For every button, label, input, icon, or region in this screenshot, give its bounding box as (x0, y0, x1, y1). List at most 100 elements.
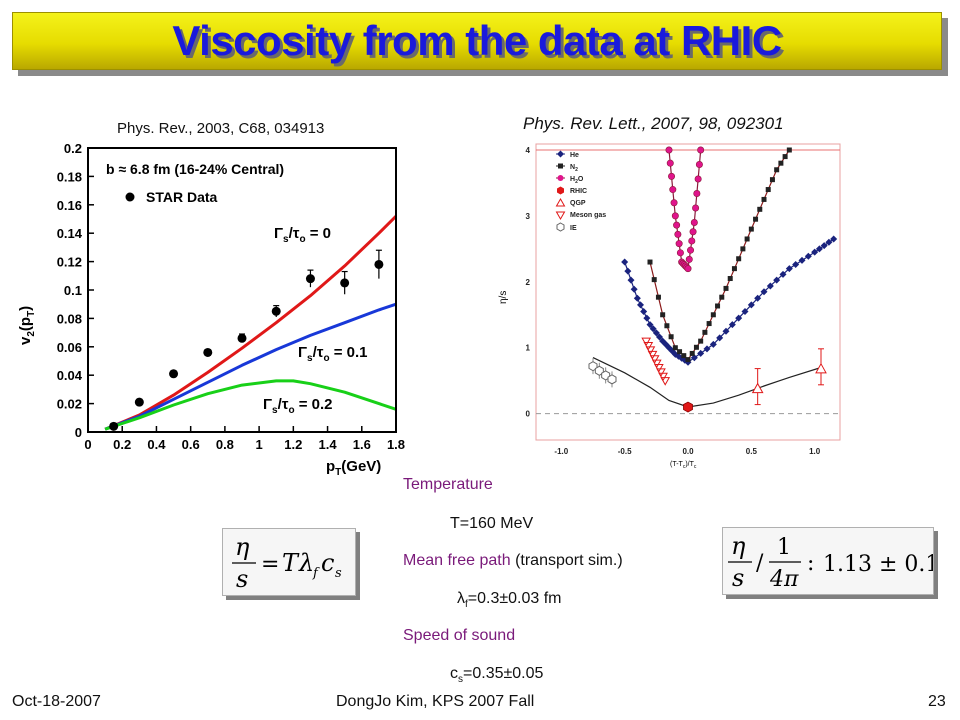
legend-n2: N2 (570, 164, 578, 173)
h2o-point (669, 186, 677, 194)
star-data-point (374, 259, 384, 269)
n2-point (736, 256, 742, 262)
n2-point (786, 147, 792, 153)
left-xtick-label: 0.6 (182, 437, 200, 452)
n2-point (710, 312, 716, 318)
he-point (633, 294, 641, 302)
h2o-point (687, 246, 695, 254)
formula-c: c (321, 549, 334, 577)
legend-he: He (570, 152, 579, 159)
star-data-point (271, 306, 281, 316)
legend-meson-marker (555, 211, 566, 221)
formula-eta: η (235, 533, 250, 561)
h2o-point (694, 175, 702, 183)
formula-r-slash: / (756, 551, 764, 576)
legend-qgp-marker (555, 197, 566, 207)
formula-eta-s: η s = T λ f c s (232, 533, 342, 593)
he-point (804, 252, 812, 260)
meson-gas-point (651, 359, 662, 369)
he-point (798, 256, 806, 264)
left-ytick-label: 0.16 (57, 198, 82, 213)
right-xtick-label: 0.0 (682, 447, 694, 456)
formula-r-value: 1.13 ± 0.18 (823, 552, 933, 577)
right-ytick-label: 1 (526, 344, 531, 353)
h2o-point (685, 255, 693, 263)
left-plot-ylabel: v2(pT) (17, 306, 37, 345)
qgp-point (815, 362, 827, 374)
right-eta-s-plot: -1.0 -0.5 0.0 0.5 1.0 0 1 2 3 4 η/s (T-Tc)/Tc He … (494, 136, 852, 472)
right-xtick-label: 0.5 (746, 447, 758, 456)
formula-r-s: s (732, 564, 744, 592)
formula-kss: η s / 1 4π : 1.13 ± 0.18 (728, 532, 953, 592)
n2-point (706, 321, 712, 327)
h2o-point (665, 146, 673, 154)
formula-box-kss: η s / 1 4π : 1.13 ± 0.18 (722, 527, 953, 595)
he-point (637, 301, 644, 309)
h2o-point (688, 237, 696, 245)
he-point (697, 349, 705, 357)
curve-label-point-one: Γs/τo = 0.1 (298, 344, 368, 364)
right-reference: Phys. Rev. Lett., 2007, 98, 092301 (523, 114, 784, 133)
meson-gas-point (656, 368, 666, 377)
legend-ie-marker (556, 222, 565, 232)
he-point (649, 325, 657, 333)
he-point (741, 307, 749, 315)
temperature-label: Temperature (403, 476, 493, 493)
right-ytick-label: 0 (526, 410, 531, 419)
n2-point (660, 312, 666, 318)
he-point (675, 352, 682, 360)
left-plot-background (16, 140, 418, 476)
meson-gas-point (660, 377, 671, 386)
meson-gas-point (641, 337, 652, 347)
title-bar: Viscosity from the data at RHIC (12, 12, 948, 76)
left-v2-plot: 0 0.2 0.4 0.6 0.8 1 1.2 1.4 1.6 1.8 0 0.02 0.04 0.06 0… (16, 140, 418, 476)
star-data-point (305, 274, 315, 284)
he-point (646, 321, 654, 329)
left-plot-xlabel: pT(GeV) (326, 458, 381, 476)
h2o-point (673, 221, 681, 229)
formula-r-4pi: 4π (769, 567, 799, 592)
he-point (735, 314, 743, 322)
speed-of-sound-value: cs=0.35±0.05 (450, 665, 544, 686)
left-ytick-label: 0.14 (57, 226, 83, 241)
left-ytick-label: 0.06 (57, 340, 82, 355)
title-background (12, 12, 942, 70)
meson-gas-point (649, 355, 660, 364)
he-point (690, 354, 698, 362)
right-ytick-label: 4 (526, 146, 531, 155)
left-plot-points (109, 249, 384, 431)
he-point (815, 245, 823, 253)
left-plot-legend-marker (125, 192, 135, 202)
n2-point (769, 177, 775, 183)
left-ytick-label: 0.2 (64, 141, 82, 156)
formula-cs: s (335, 566, 342, 581)
mean-free-path-value: λf=0.3±0.03 fm (457, 590, 562, 611)
left-ytick-label: 0 (75, 425, 82, 440)
n2-point (731, 266, 737, 272)
meson-gas-point (643, 342, 654, 351)
slide-title: Viscosity from the data at RHIC (172, 17, 782, 64)
n2-point (723, 285, 729, 291)
left-xtick-label: 0.8 (216, 437, 234, 452)
left-ytick-label: 0.1 (64, 283, 82, 298)
legend-rhic: RHIC (570, 188, 587, 195)
h2o-point (695, 160, 703, 168)
legend-meson: Meson gas (570, 212, 606, 219)
formula-box-eta-s: η s = T λ f c s (222, 528, 356, 596)
he-point (652, 329, 660, 337)
meson-gas-point (647, 350, 658, 360)
n2-point (774, 167, 780, 173)
he-point (830, 235, 838, 243)
legend-n2-marker (558, 163, 563, 169)
left-xtick-label: 1.8 (387, 437, 405, 452)
he-point (624, 267, 632, 275)
footer-author: DongJo Kim, KPS 2007 Fall (336, 693, 535, 710)
meson-gas-point (654, 364, 664, 373)
left-xtick-label: 1.2 (284, 437, 302, 452)
he-point (728, 321, 736, 329)
star-data-point (340, 278, 350, 288)
he-point (621, 258, 629, 266)
n2-point (744, 236, 750, 242)
legend-he-marker (557, 150, 564, 158)
curve-gamma-0-1 (104, 302, 397, 431)
